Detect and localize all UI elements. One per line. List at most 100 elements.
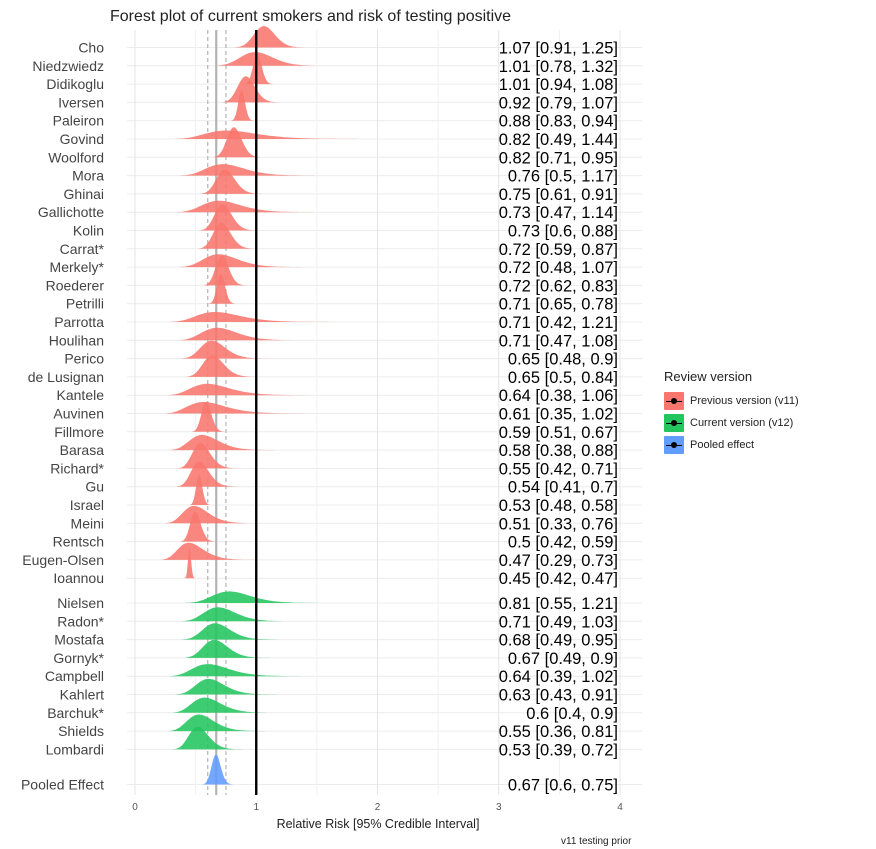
estimate-ioannou: 0.45 [0.42, 0.47] (499, 570, 618, 588)
estimate-mostafa: 0.68 [0.49, 0.95] (499, 632, 618, 650)
x-tick-label: 4 (617, 802, 623, 813)
density-radon (181, 607, 296, 622)
density-ioannou (184, 548, 195, 579)
legend-item-pooled: Pooled effect (664, 434, 799, 456)
study-label-radon: Radon* (57, 613, 104, 629)
density-parrotta (170, 312, 345, 322)
x-tick-label: 1 (253, 802, 259, 813)
study-label-woolford: Woolford (48, 149, 104, 165)
estimate-de-lusignan: 0.65 [0.5, 0.84] (508, 369, 618, 387)
estimate-meini: 0.51 [0.33, 0.76] (499, 515, 618, 533)
estimate-kolin: 0.73 [0.6, 0.88] (508, 223, 618, 241)
study-label-govind: Govind (60, 131, 104, 147)
density-carrat (198, 222, 257, 249)
estimate-auvinen: 0.61 [0.35, 1.02] (499, 406, 618, 424)
study-label-houlihan: Houlihan (49, 332, 104, 348)
density-nielsen (185, 591, 326, 603)
legend-title: Review version (664, 369, 753, 384)
study-label-richard: Richard* (50, 460, 104, 476)
density-didikoglu (244, 54, 273, 85)
study-label-auvinen: Auvinen (53, 406, 104, 422)
study-label-meini: Meini (71, 515, 104, 531)
study-label-pooled-effect: Pooled Effect (21, 777, 104, 793)
density-kantele (167, 383, 319, 396)
density-de-lusignan (185, 355, 257, 377)
study-label-kahlert: Kahlert (60, 687, 104, 703)
estimate-fillmore: 0.59 [0.51, 0.67] (499, 424, 618, 442)
estimate-perico: 0.65 [0.48, 0.9] (508, 351, 618, 369)
estimate-labels: 1.07 [0.91, 1.25]1.01 [0.78, 1.32]1.01 [… (499, 40, 618, 795)
estimate-ghinai: 0.75 [0.61, 0.91] (499, 186, 618, 204)
caption: v11 testing prior (561, 836, 632, 847)
density-petrilli (208, 273, 236, 304)
study-label-roederer: Roederer (46, 277, 105, 293)
study-label-petrilli: Petrilli (66, 296, 104, 312)
estimate-houlihan: 0.71 [0.47, 1.08] (499, 332, 618, 350)
density-lombardi (173, 726, 243, 750)
study-label-barchuk: Barchuk* (47, 705, 104, 721)
study-label-kantele: Kantele (57, 387, 105, 403)
estimate-mora: 0.76 [0.5, 1.17] (508, 168, 618, 186)
study-label-mora: Mora (72, 168, 104, 184)
estimate-niedzwiedz: 1.01 [0.78, 1.32] (499, 58, 618, 76)
study-label-didikoglu: Didikoglu (46, 76, 104, 92)
density-mora (180, 164, 324, 176)
legend-item-v12: Current version (v12) (664, 412, 799, 434)
density-mostafa (182, 623, 279, 640)
study-label-israel: Israel (70, 497, 104, 513)
x-axis: Relative Risk [95% Credible Interval] 0 1… (132, 802, 623, 831)
density-cho (234, 26, 305, 48)
density-ghinai (199, 169, 263, 194)
study-label-merkely: Merkely* (50, 259, 105, 275)
density-israel (189, 475, 211, 505)
legend-key-v12 (664, 414, 684, 432)
study-label-niedzwiedz: Niedzwiedz (32, 58, 104, 74)
study-label-cho: Cho (78, 40, 104, 56)
estimate-paleiron: 0.88 [0.83, 0.94] (499, 113, 618, 131)
estimate-carrat: 0.72 [0.59, 0.87] (499, 241, 618, 259)
study-label-ghinai: Ghinai (64, 186, 104, 202)
legend-key-v11 (664, 392, 684, 410)
legend-label-v11: Previous version (v11) (690, 395, 799, 407)
study-label-gallichotte: Gallichotte (38, 204, 104, 220)
estimate-woolford: 0.82 [0.71, 0.95] (499, 149, 618, 167)
density-fillmore (191, 401, 225, 432)
study-label-de-lusignan: de Lusignan (28, 369, 104, 385)
legend-key-pooled (664, 436, 684, 454)
study-label-nielsen: Nielsen (57, 595, 104, 611)
estimate-barchuk: 0.6 [0.4, 0.9] (526, 705, 618, 723)
estimate-kantele: 0.64 [0.38, 1.06] (499, 387, 618, 405)
density-kahlert (175, 678, 279, 695)
estimate-lombardi: 0.53 [0.39, 0.72] (499, 741, 618, 759)
study-label-eugen-olsen: Eugen-Olsen (22, 552, 104, 568)
estimate-didikoglu: 1.01 [0.94, 1.08] (499, 76, 618, 94)
density-govind (175, 130, 382, 139)
study-label-lombardi: Lombardi (46, 741, 104, 757)
density-rentsch (180, 511, 216, 542)
estimate-petrilli: 0.71 [0.65, 0.78] (499, 296, 618, 314)
study-label-rentsch: Rentsch (53, 534, 104, 550)
chart-title: Forest plot of current smokers and risk … (110, 8, 512, 25)
study-label-ioannou: Ioannou (53, 570, 104, 586)
density-paleiron (231, 90, 254, 121)
estimate-gornyk: 0.67 [0.49, 0.9] (508, 650, 618, 668)
density-gornyk (183, 639, 271, 658)
density-shields (168, 714, 267, 732)
estimate-cho: 1.07 [0.91, 1.25] (499, 40, 618, 58)
study-label-fillmore: Fillmore (54, 424, 104, 440)
density-iversen (221, 76, 279, 103)
legend-label-pooled: Pooled effect (690, 439, 755, 451)
study-label-parrotta: Parrotta (54, 314, 104, 330)
x-tick-label: 2 (375, 802, 381, 813)
estimate-iversen: 0.92 [0.79, 1.07] (499, 94, 618, 112)
study-label-gu: Gu (85, 479, 104, 495)
study-label-shields: Shields (58, 723, 104, 739)
estimate-roederer: 0.72 [0.62, 0.83] (499, 277, 618, 295)
density-gu (176, 461, 238, 487)
study-label-iversen: Iversen (58, 94, 104, 110)
density-perico (181, 340, 269, 359)
density-woolford (212, 127, 262, 158)
density-meini (165, 505, 260, 524)
estimate-barasa: 0.58 [0.38, 0.88] (499, 442, 618, 460)
